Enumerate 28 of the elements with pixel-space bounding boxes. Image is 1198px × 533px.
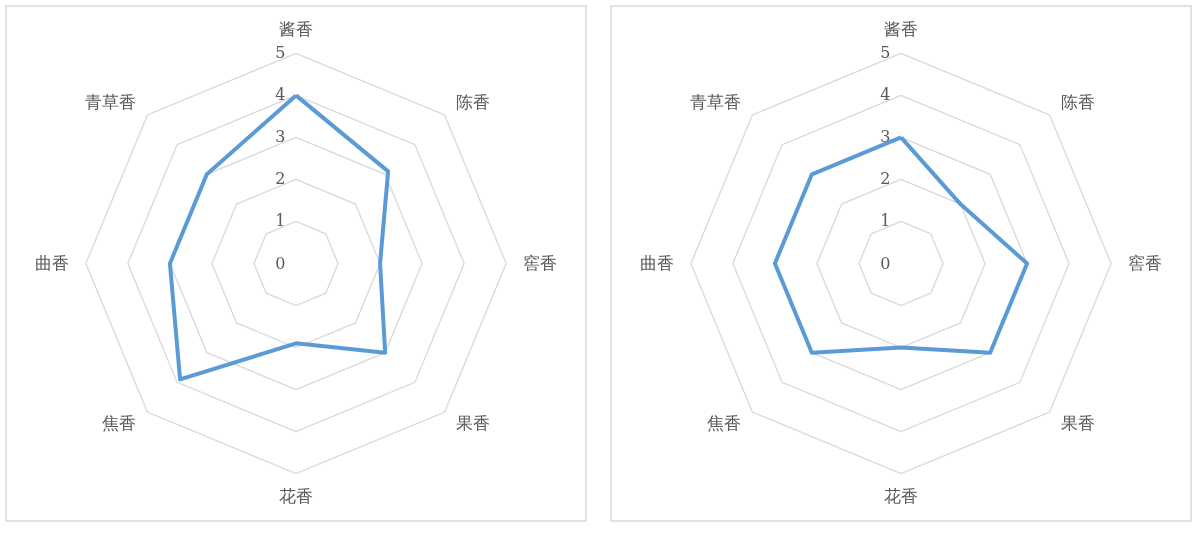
spoke-label: 青草香 xyxy=(84,92,136,113)
spoke-label: 焦香 xyxy=(101,412,136,433)
spoke-label: 曲香 xyxy=(35,252,70,273)
spoke-label: 花香 xyxy=(884,485,918,506)
spoke-label: 酱香 xyxy=(884,19,918,40)
y-tick-label: 1 xyxy=(880,211,891,231)
y-tick-label: 4 xyxy=(275,85,286,105)
y-tick-label: 0 xyxy=(275,253,286,273)
y-tick-label: 3 xyxy=(275,127,286,147)
spoke-label: 青草香 xyxy=(689,92,741,113)
spoke-label: 窖香 xyxy=(522,252,557,273)
y-tick-label: 2 xyxy=(275,169,286,189)
y-tick-label: 5 xyxy=(880,43,891,63)
y-tick-label: 1 xyxy=(275,211,286,231)
y-tick-label: 5 xyxy=(275,43,286,63)
spoke-label: 酱香 xyxy=(279,19,313,40)
spoke-label: 窖香 xyxy=(1127,252,1162,273)
y-tick-label: 4 xyxy=(880,85,891,105)
spoke-label: 花香 xyxy=(279,485,313,506)
y-tick-label: 0 xyxy=(880,253,891,273)
spoke-label: 焦香 xyxy=(706,412,741,433)
spoke-label: 曲香 xyxy=(640,252,675,273)
spoke-label: 陈香 xyxy=(1061,92,1096,113)
y-tick-label: 2 xyxy=(880,169,891,189)
y-tick-label: 3 xyxy=(880,127,891,147)
spoke-label: 陈香 xyxy=(456,92,491,113)
spoke-label: 果香 xyxy=(456,412,491,433)
spoke-label: 果香 xyxy=(1061,412,1096,433)
